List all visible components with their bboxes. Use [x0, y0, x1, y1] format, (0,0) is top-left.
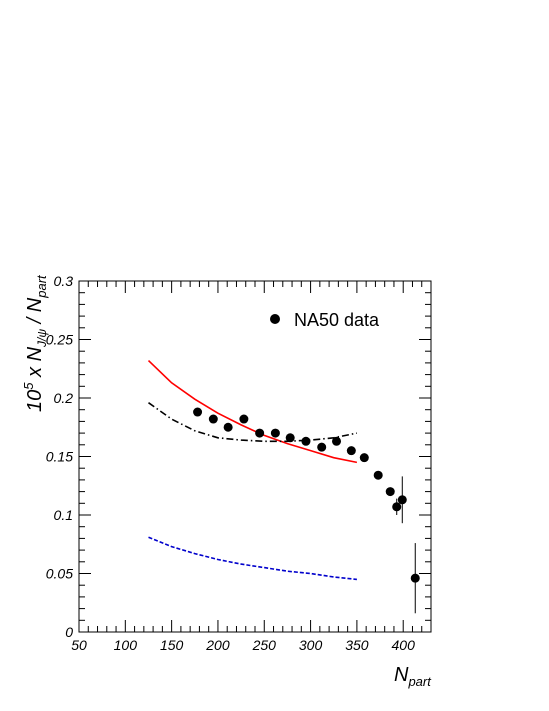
- data-points: [193, 407, 420, 614]
- x-axis-title-main: N: [394, 664, 409, 686]
- y-axis-title-mid: x N: [24, 346, 46, 382]
- axis-ticks: [78, 280, 432, 633]
- legend-label: NA50 data: [294, 310, 380, 330]
- y-tick-label: 0.15: [46, 449, 73, 465]
- data-point: [193, 407, 203, 417]
- data-point: [255, 428, 265, 438]
- y-axis-title-sup: 5: [21, 382, 36, 390]
- y-tick-label: 0: [65, 624, 73, 640]
- x-tick-label: 350: [345, 637, 369, 653]
- x-axis-title: Npart: [394, 664, 432, 689]
- data-point: [239, 414, 249, 424]
- data-point: [223, 422, 233, 432]
- y-axis-title-sub2: part: [34, 274, 49, 299]
- data-point: [270, 428, 280, 438]
- y-axis-title-slash: / N: [24, 297, 46, 329]
- data-point: [359, 453, 369, 463]
- data-point: [208, 414, 218, 424]
- x-tick-label: 100: [114, 637, 138, 653]
- x-tick-label: 300: [299, 637, 323, 653]
- data-point: [385, 487, 395, 497]
- data-point: [332, 436, 342, 446]
- x-tick-label: 150: [160, 637, 184, 653]
- legend-marker: [270, 314, 280, 324]
- legend: NA50 data: [270, 310, 380, 330]
- x-tick-label: 400: [392, 637, 416, 653]
- data-point: [285, 433, 295, 443]
- model-curves: [147, 360, 358, 581]
- y-tick-label: 0.25: [46, 332, 73, 348]
- data-point: [392, 502, 402, 512]
- y-tick-label: 0.2: [54, 390, 74, 406]
- model-curve-solid: [147, 360, 358, 464]
- y-axis-title-pre: 10: [24, 390, 46, 412]
- model-curve-dashdot: [148, 402, 358, 443]
- x-tick-label: 250: [252, 637, 277, 653]
- y-tick-label: 0.3: [54, 273, 74, 289]
- data-point: [346, 446, 356, 456]
- data-point: [301, 436, 311, 446]
- x-axis-title-sub: part: [407, 674, 432, 689]
- data-point: [373, 470, 383, 480]
- y-tick-label: 0.1: [54, 507, 73, 523]
- y-axis-title-sub1: J/ψ: [35, 329, 49, 348]
- model-curve-dashed: [148, 536, 357, 581]
- x-tick-label: 200: [205, 637, 230, 653]
- y-tick-label: 0.05: [46, 566, 73, 582]
- y-axis-title: 105 x NJ/ψ / Npart: [21, 274, 49, 412]
- tick-labels: 50 100 150 200 250 300 350 400 0 0.05 0.1 0.15 0.2 0.…: [46, 273, 415, 653]
- plot-frame: [78, 280, 432, 633]
- data-point: [317, 442, 327, 452]
- x-tick-label: 50: [71, 637, 87, 653]
- data-point: [397, 495, 407, 505]
- data-point: [410, 573, 420, 583]
